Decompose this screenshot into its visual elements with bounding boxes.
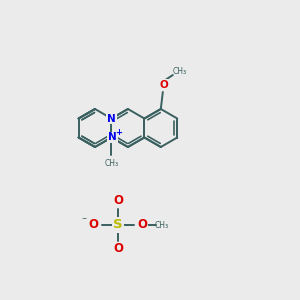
Text: ⁻: ⁻ <box>81 216 87 226</box>
Text: O: O <box>88 218 98 232</box>
Text: O: O <box>137 218 147 232</box>
Text: CH₃: CH₃ <box>155 220 169 230</box>
Text: S: S <box>113 218 123 232</box>
Text: +: + <box>115 128 122 137</box>
Text: N: N <box>107 113 116 124</box>
Text: N: N <box>108 133 117 142</box>
Text: O: O <box>113 242 123 256</box>
Text: CH₃: CH₃ <box>173 68 187 76</box>
Text: CH₃: CH₃ <box>104 159 118 168</box>
Text: O: O <box>159 80 168 90</box>
Text: O: O <box>113 194 123 208</box>
